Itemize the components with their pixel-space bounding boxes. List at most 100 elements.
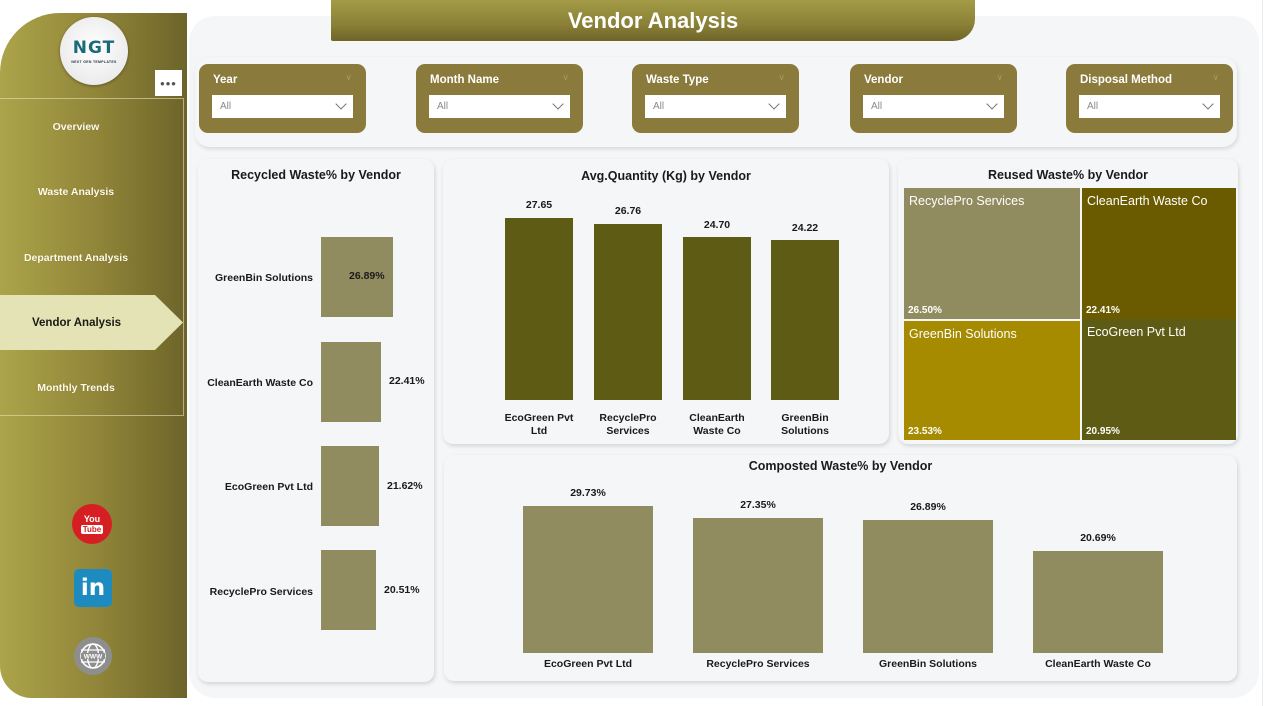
page-title-bar: Vendor Analysis (331, 0, 975, 41)
year-dropdown[interactable]: All (212, 95, 353, 118)
page-title: Vendor Analysis (567, 7, 739, 33)
month-name-dropdown-value: All (437, 101, 449, 112)
website-link[interactable]: WWW (74, 637, 112, 675)
avg-quantity-chart-card: Avg.Quantity (Kg) by Vendor 27.65 EcoGre… (443, 159, 889, 444)
tile-value: 26.50% (908, 305, 942, 316)
bar-greenbin[interactable] (863, 520, 993, 653)
disposal-method-dropdown[interactable]: All (1079, 95, 1220, 118)
bar-ecogreen[interactable] (321, 446, 379, 526)
data-label: 27.65 (525, 199, 553, 211)
axis-label: CleanEarth Waste Co (1045, 658, 1151, 670)
bar-cleanearth[interactable] (321, 342, 381, 422)
year-filter: Year ∨ All (199, 64, 366, 133)
filter-clear-chevron-icon[interactable]: ∨ (1212, 72, 1219, 82)
axis-label: GreenBin Solutions (878, 658, 977, 670)
sidebar-item-waste-analysis[interactable]: Waste Analysis (37, 186, 115, 198)
filter-clear-chevron-icon[interactable]: ∨ (345, 72, 352, 82)
bar-recyclepro[interactable] (693, 518, 823, 653)
month-name-dropdown[interactable]: All (429, 95, 570, 118)
axis-label: RecyclePro Services (599, 412, 657, 437)
tile-name: GreenBin Solutions (909, 327, 1017, 341)
bar-recyclepro[interactable] (321, 550, 376, 630)
waste-type-dropdown[interactable]: All (645, 95, 786, 118)
category-label: GreenBin Solutions (214, 272, 313, 284)
data-label: 24.70 (703, 219, 731, 231)
tile-name: RecyclePro Services (909, 194, 1025, 208)
data-label: 26.89% (910, 501, 946, 513)
category-label: CleanEarth Waste Co (207, 377, 313, 389)
globe-www-icon: WWW (80, 643, 106, 669)
data-label: 26.89% (349, 270, 385, 282)
year-dropdown-value: All (220, 101, 232, 112)
chevron-down-icon (768, 98, 780, 110)
youtube-link[interactable]: You Tube (72, 504, 112, 544)
vendor-dropdown-value: All (871, 101, 883, 112)
waste-type-filter-label: Waste Type (646, 74, 709, 86)
tile-value: 22.41% (1086, 305, 1120, 316)
bar-cleanearth[interactable] (1033, 551, 1163, 653)
sidebar-item-label: Vendor Analysis (32, 316, 122, 329)
treemap-tile-ecogreen[interactable]: EcoGreen Pvt Ltd 20.95% (1082, 319, 1236, 440)
sidebar-item-vendor-analysis[interactable]: Vendor Analysis (0, 295, 183, 350)
treemap-tile-cleanearth[interactable]: CleanEarth Waste Co 22.41% (1082, 188, 1236, 319)
chevron-down-icon (552, 98, 564, 110)
chevron-down-icon (1202, 98, 1214, 110)
filter-clear-chevron-icon[interactable]: ∨ (562, 72, 569, 82)
data-label: 27.35% (740, 499, 776, 511)
chart-title: Reused Waste% by Vendor (988, 168, 1148, 182)
bar-recyclepro[interactable] (594, 224, 662, 400)
treemap-tile-greenbin[interactable]: GreenBin Solutions 23.53% (904, 321, 1080, 440)
sidebar-item-overview[interactable]: Overview (52, 121, 100, 133)
linkedin-link[interactable]: in (74, 569, 112, 607)
recycled-waste-chart-card: Recycled Waste% by Vendor GreenBin Solut… (198, 159, 434, 682)
data-label: 21.62% (387, 480, 423, 492)
youtube-icon: You (83, 513, 101, 524)
more-options-button[interactable]: ••• (155, 70, 182, 96)
disposal-method-dropdown-value: All (1087, 101, 1099, 112)
bar-greenbin[interactable] (321, 237, 393, 317)
category-label: RecyclePro Services (209, 586, 313, 598)
filter-clear-chevron-icon[interactable]: ∨ (778, 72, 785, 82)
data-label: 20.51% (384, 584, 420, 596)
axis-label: CleanEarth Waste Co (689, 412, 745, 437)
bar-ecogreen[interactable] (523, 506, 653, 653)
vendor-filter-label: Vendor (864, 74, 903, 86)
chevron-down-icon (986, 98, 998, 110)
ellipsis-icon: ••• (160, 75, 177, 91)
sidebar: NGT NEXT GEN TEMPLATES ••• Overview Wast… (0, 13, 187, 698)
linkedin-icon: in (80, 575, 106, 601)
waste-type-dropdown-value: All (653, 101, 665, 112)
month-name-filter: Month Name ∨ All (416, 64, 583, 133)
sidebar-nav: Overview Waste Analysis Department Analy… (0, 98, 184, 416)
reused-waste-treemap-card: Reused Waste% by Vendor RecyclePro Servi… (898, 159, 1238, 444)
vendor-filter: Vendor ∨ All (850, 64, 1017, 133)
youtube-icon-tube: Tube (80, 524, 104, 534)
logo-subtitle: NEXT GEN TEMPLATES (71, 59, 117, 64)
composted-waste-chart-card: Composted Waste% by Vendor 29.73% EcoGre… (444, 455, 1237, 681)
right-scroll-gutter (1262, 0, 1280, 706)
tile-name: EcoGreen Pvt Ltd (1087, 325, 1186, 339)
logo-mark: NGT (72, 37, 116, 58)
bar-cleanearth[interactable] (683, 237, 751, 400)
bar-ecogreen[interactable] (505, 218, 573, 400)
ngt-logo: NGT NEXT GEN TEMPLATES (60, 17, 128, 85)
axis-label: EcoGreen Pvt Ltd (504, 412, 574, 437)
data-label: 22.41% (389, 375, 425, 387)
vendor-dropdown[interactable]: All (863, 95, 1004, 118)
tile-name: CleanEarth Waste Co (1087, 194, 1208, 208)
axis-label: EcoGreen Pvt Ltd (543, 658, 633, 670)
sidebar-item-department-analysis[interactable]: Department Analysis (23, 252, 129, 264)
treemap-tile-recyclepro[interactable]: RecyclePro Services 26.50% (904, 188, 1080, 319)
filter-clear-chevron-icon[interactable]: ∨ (996, 72, 1003, 82)
sidebar-item-monthly-trends[interactable]: Monthly Trends (37, 382, 115, 394)
svg-text:WWW: WWW (84, 653, 103, 660)
waste-type-filter: Waste Type ∨ All (632, 64, 799, 133)
data-label: 20.69% (1080, 532, 1116, 544)
chevron-down-icon (335, 98, 347, 110)
disposal-method-filter: Disposal Method ∨ All (1066, 64, 1233, 133)
chart-title: Recycled Waste% by Vendor (231, 168, 401, 182)
axis-label: GreenBin Solutions (781, 412, 829, 437)
bar-greenbin[interactable] (771, 240, 839, 400)
year-filter-label: Year (213, 74, 238, 86)
